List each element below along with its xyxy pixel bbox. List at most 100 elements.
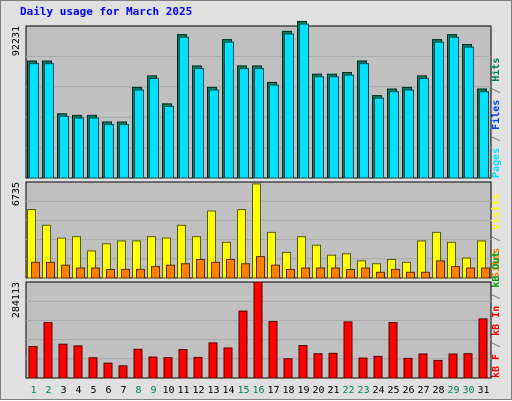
- files-bar: [59, 115, 69, 179]
- legend-hits: Hits: [490, 58, 502, 82]
- files-bar: [179, 36, 189, 179]
- chart-title: Daily usage for March 2025: [20, 5, 193, 18]
- x-tick-label: 9: [150, 385, 156, 396]
- kbytes-bar: [193, 356, 203, 379]
- x-tick-label: 23: [357, 385, 369, 396]
- kbytes-bar: [403, 357, 413, 379]
- x-tick-label: 1: [30, 385, 36, 396]
- x-tick-label: 28: [432, 385, 444, 396]
- files-bar: [329, 76, 339, 179]
- kbytes-bar: [298, 345, 308, 379]
- sites-bar: [196, 258, 205, 279]
- sites-bar: [121, 268, 130, 279]
- kbytes-bar: [358, 357, 368, 379]
- sites-bar: [136, 268, 145, 279]
- files-bar: [359, 63, 369, 179]
- x-tick-label: 15: [237, 385, 249, 396]
- sites-bar: [241, 263, 250, 279]
- sites-bar: [286, 268, 295, 279]
- sites-bar: [391, 268, 400, 279]
- files-bar: [239, 68, 249, 179]
- kbytes-bar: [388, 322, 398, 379]
- x-tick-label: 7: [120, 385, 126, 396]
- kbytes-bar: [28, 346, 38, 379]
- legend-sep1: /: [491, 336, 502, 354]
- kbytes-bar: [148, 356, 158, 379]
- sites-bar: [481, 267, 490, 279]
- x-tick-label: 22: [342, 385, 354, 396]
- files-bar: [344, 74, 354, 179]
- files-bar: [89, 117, 99, 179]
- sites-bar: [451, 266, 460, 279]
- files-bar: [224, 41, 234, 179]
- x-tick-label: 25: [387, 385, 399, 396]
- x-tick-label: 5: [90, 385, 96, 396]
- legend-pages: Pages: [491, 148, 502, 178]
- files-bar: [434, 41, 444, 179]
- sites-bar: [346, 268, 355, 279]
- kbytes-bar: [163, 357, 173, 379]
- y-max-label-hits-files-pages: 92231: [11, 26, 22, 56]
- kbytes-bar: [253, 281, 263, 379]
- kbytes-bar: [238, 310, 248, 379]
- kbytes-bar: [58, 343, 68, 379]
- x-tick-label: 10: [162, 385, 174, 396]
- files-bar: [119, 124, 129, 179]
- kbytes-bar: [283, 358, 293, 379]
- sites-bar: [76, 267, 85, 279]
- x-tick-label: 30: [462, 385, 474, 396]
- legend-kbytes: kB F / kB In / kB Out: [491, 252, 502, 378]
- kbytes-bar: [133, 348, 143, 379]
- x-tick-label: 29: [447, 385, 459, 396]
- kbytes-bar: [418, 353, 428, 379]
- kbytes-bar: [268, 321, 278, 379]
- sites-bar: [151, 266, 160, 279]
- sites-bar: [331, 267, 340, 279]
- files-bar: [404, 89, 414, 179]
- legend-sep1: /: [491, 130, 502, 148]
- sites-bar: [226, 258, 235, 279]
- files-bar: [314, 76, 324, 179]
- x-tick-label: 3: [60, 385, 66, 396]
- kbytes-bar: [373, 355, 383, 379]
- files-bar: [374, 97, 384, 179]
- files-bar: [464, 46, 474, 179]
- files-bar: [149, 77, 159, 179]
- x-tick-label: 17: [267, 385, 279, 396]
- sites-bar: [31, 261, 40, 279]
- sites-bar: [376, 271, 385, 279]
- legend-files: Files: [490, 100, 502, 130]
- kbytes-bar: [103, 362, 113, 379]
- legend-sep2: /: [491, 82, 502, 100]
- legend-sep1: /: [491, 230, 502, 248]
- sites-bar: [211, 261, 220, 279]
- sites-bar: [421, 271, 430, 279]
- files-bar: [74, 117, 84, 179]
- y-max-label-kbytes: 284113: [11, 282, 22, 318]
- sites-bar: [466, 267, 475, 279]
- legend-kb_in: kB In: [491, 306, 502, 336]
- sites-bar: [271, 264, 280, 279]
- files-bar: [194, 68, 204, 179]
- files-bar: [284, 33, 294, 179]
- kbytes-bar: [448, 353, 458, 379]
- kbytes-bar: [313, 353, 323, 379]
- x-tick-label: 4: [75, 385, 81, 396]
- legend-kb_out: kB Out: [491, 252, 502, 288]
- files-bar: [164, 105, 174, 179]
- x-tick-label: 6: [105, 385, 111, 396]
- x-tick-label: 26: [402, 385, 414, 396]
- x-tick-label: 2: [45, 385, 51, 396]
- files-bar: [299, 23, 309, 179]
- x-tick-label: 18: [282, 385, 294, 396]
- sites-bar: [106, 268, 115, 279]
- files-bar: [479, 91, 489, 179]
- kbytes-bar: [208, 342, 218, 379]
- legend-sites: Sites: [490, 248, 502, 278]
- legend-hits-files-pages: Pages / Files / Hits: [490, 58, 502, 178]
- legend-sep2: /: [491, 288, 502, 306]
- files-bar: [449, 36, 459, 179]
- x-tick-label: 11: [177, 385, 189, 396]
- x-tick-label: 27: [417, 385, 429, 396]
